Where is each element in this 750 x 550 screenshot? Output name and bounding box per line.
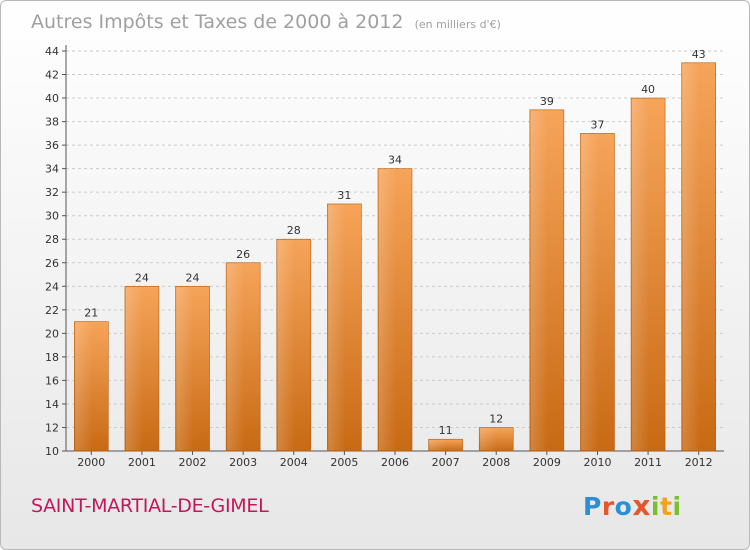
data-label: 21 xyxy=(84,307,98,320)
chart-title: Autres Impôts et Taxes de 2000 à 2012 (e… xyxy=(31,7,501,37)
logo-letter: o xyxy=(614,492,633,521)
y-tick-label: 32 xyxy=(45,186,59,199)
x-tick-label: 2005 xyxy=(330,456,358,469)
bar-highlight xyxy=(328,204,346,450)
y-tick-label: 34 xyxy=(45,163,59,176)
x-tick-label: 2000 xyxy=(77,456,105,469)
y-tick-label: 12 xyxy=(45,421,59,434)
data-label: 28 xyxy=(287,224,301,237)
y-tick-label: 42 xyxy=(45,69,59,82)
bar-highlight xyxy=(176,287,194,450)
chart-title-main: Autres Impôts et Taxes de 2000 à 2012 xyxy=(31,11,404,33)
bar-highlight xyxy=(75,322,93,450)
x-tick-label: 2006 xyxy=(381,456,409,469)
x-tick-label: 2001 xyxy=(128,456,156,469)
y-tick-label: 26 xyxy=(45,257,59,270)
data-label: 43 xyxy=(692,48,706,61)
y-tick-label: 36 xyxy=(45,139,59,152)
bar-highlight xyxy=(480,428,498,450)
bar-highlight xyxy=(530,110,548,450)
data-label: 39 xyxy=(540,95,554,108)
logo-letter: r xyxy=(601,492,615,521)
data-label: 31 xyxy=(337,189,351,202)
commune-name: SAINT-MARTIAL-DE-GIMEL xyxy=(31,495,269,517)
x-tick-label: 2003 xyxy=(229,456,257,469)
x-tick-label: 2010 xyxy=(583,456,611,469)
y-tick-label: 28 xyxy=(45,233,59,246)
y-tick-label: 10 xyxy=(45,445,59,458)
y-tick-label: 16 xyxy=(45,374,59,387)
data-label: 26 xyxy=(236,248,250,261)
bar-highlight xyxy=(227,263,245,450)
data-label: 34 xyxy=(388,154,402,167)
y-tick-label: 24 xyxy=(45,280,59,293)
y-tick-label: 44 xyxy=(45,45,59,58)
chart-title-unit: (en milliers d'€) xyxy=(414,18,501,31)
bar-highlight xyxy=(379,169,396,450)
y-tick-label: 14 xyxy=(45,398,59,411)
x-tick-label: 2011 xyxy=(634,456,662,469)
x-tick-label: 2008 xyxy=(482,456,510,469)
y-tick-label: 20 xyxy=(45,327,59,340)
bar-highlight xyxy=(632,99,650,450)
logo-letter: i xyxy=(650,492,660,521)
data-label: 37 xyxy=(590,118,604,131)
bar-highlight xyxy=(682,63,700,450)
x-tick-label: 2012 xyxy=(685,456,713,469)
bar-highlight xyxy=(429,440,447,450)
x-tick-label: 2002 xyxy=(179,456,207,469)
x-tick-label: 2007 xyxy=(432,456,460,469)
data-label: 11 xyxy=(439,424,453,437)
y-tick-label: 40 xyxy=(45,92,59,105)
y-tick-label: 18 xyxy=(45,351,59,364)
logo-letter: t xyxy=(660,492,673,521)
y-tick-label: 38 xyxy=(45,116,59,129)
logo-letter: x xyxy=(632,489,651,522)
data-label: 12 xyxy=(489,412,503,425)
bar-highlight xyxy=(581,134,599,450)
x-tick-label: 2004 xyxy=(280,456,308,469)
proxiti-logo[interactable]: Proxiti xyxy=(583,489,682,522)
bar-highlight xyxy=(277,240,295,450)
bar-highlight xyxy=(125,287,143,450)
y-tick-label: 22 xyxy=(45,304,59,317)
data-label: 24 xyxy=(186,271,200,284)
data-label: 24 xyxy=(135,271,149,284)
x-tick-label: 2009 xyxy=(533,456,561,469)
logo-letter: i xyxy=(672,492,682,521)
y-tick-label: 30 xyxy=(45,210,59,223)
data-label: 40 xyxy=(641,83,655,96)
logo-letter: P xyxy=(583,492,602,521)
data-labels: 21 24 24 26 28 31 34 11 12 39 37 40 43 xyxy=(84,48,705,437)
bars xyxy=(74,62,716,452)
